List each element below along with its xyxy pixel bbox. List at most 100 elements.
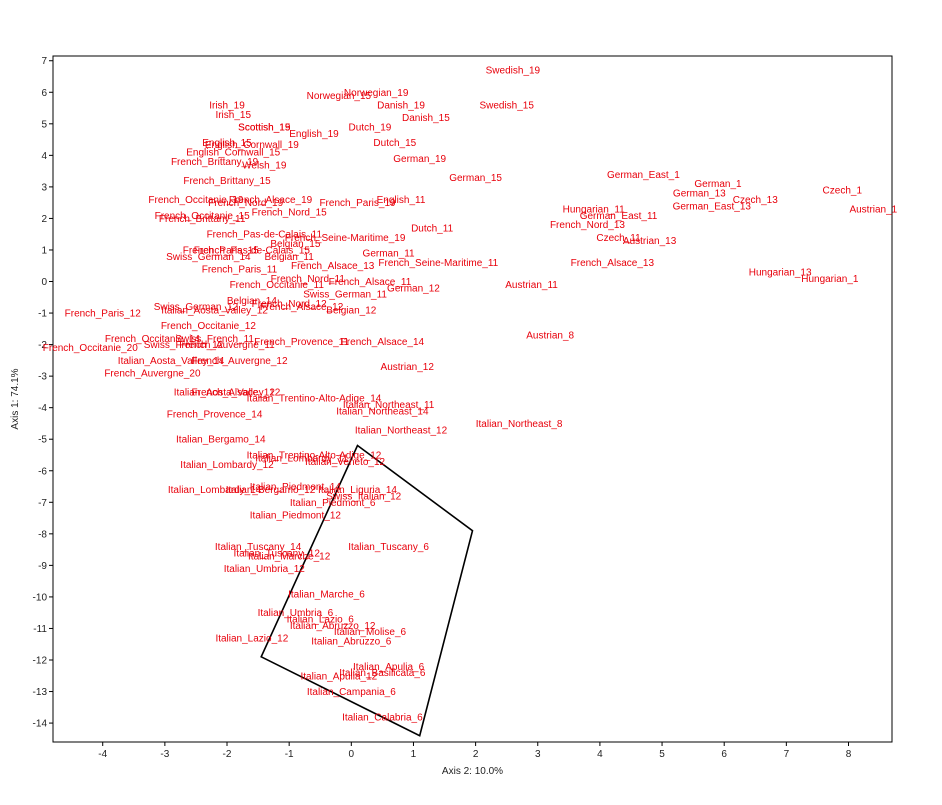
- x-tick-label: 0: [349, 749, 355, 760]
- point-label: Italian_Marche_12: [248, 551, 331, 562]
- point-label: Italian_Lombardy_11: [255, 454, 348, 465]
- point-label: Dutch_15: [373, 138, 416, 149]
- point-label: Swiss_Italian_12: [326, 491, 401, 502]
- point-label: French_Alsace_13: [571, 258, 655, 269]
- x-tick-label: 8: [846, 749, 852, 760]
- point-label: Italian_Tuscany_12: [234, 548, 321, 559]
- point-label: French_Provence_11: [254, 337, 349, 348]
- point-label: French_Alsace_12: [260, 302, 344, 313]
- point-label: Czech_11: [596, 233, 641, 244]
- point-label: Italian_Umbria_6: [258, 608, 334, 619]
- point-label: Dutch_11: [411, 223, 454, 234]
- point-label: Italian_Northeast_12: [355, 425, 448, 436]
- point-label: Italian_Bergamo_12: [226, 485, 316, 496]
- plot-frame: [52, 55, 893, 743]
- point-label: French_Nord_19: [208, 198, 283, 209]
- point-label: Belgian_14: [227, 296, 277, 307]
- point-label: Austrian_8: [526, 331, 574, 342]
- y-tick-label: -4: [38, 403, 47, 414]
- point-label: Italian_Apulia_12: [301, 671, 378, 682]
- point-label: English_15: [202, 138, 252, 149]
- point-label: Italian_Veneto_12: [305, 457, 386, 468]
- point-label: Danish_15: [402, 113, 450, 124]
- y-tick-label: -9: [38, 561, 47, 572]
- hull-polygon: [260, 444, 474, 737]
- y-axis-title: Axis 1: 74.1%: [10, 368, 21, 429]
- point-label: French_Paris_11: [202, 264, 278, 275]
- point-label: German_11: [363, 249, 416, 260]
- y-tick-label: 4: [41, 151, 47, 162]
- point-label: English_11: [377, 195, 426, 206]
- y-tick-label: 3: [41, 182, 47, 193]
- point-label: Swiss_German_12: [154, 302, 239, 313]
- point-label: French_Auvergne_12: [191, 356, 288, 367]
- point-label: Hungarian_1: [801, 274, 859, 285]
- y-tick-label: 5: [41, 119, 47, 130]
- point-label: Belgian_11: [265, 252, 315, 263]
- point-label: English_19: [289, 129, 339, 140]
- point-label: French_Provence_14: [167, 409, 263, 420]
- y-tick-label: 1: [41, 245, 47, 256]
- point-label: Italian_Tuscany_14: [215, 542, 302, 553]
- y-tick-label: -10: [33, 592, 48, 603]
- point-label: French_Alsace_12: [192, 387, 276, 398]
- point-label: Hungarian_13: [749, 268, 812, 279]
- point-label: German_13: [673, 189, 726, 200]
- point-label: French_Occitanie_11: [230, 280, 325, 291]
- point-label: Italian_Northeast_14: [336, 406, 429, 417]
- point-label: Swiss_French_11: [175, 334, 254, 345]
- y-tick-label: -13: [33, 687, 48, 698]
- point-label: German_East_11: [580, 211, 658, 222]
- point-label: French_Nord_11: [271, 274, 346, 285]
- point-label: French_Occitanie_12: [161, 321, 256, 332]
- x-tick-label: 5: [659, 749, 665, 760]
- point-label: Scottish_15: [238, 122, 291, 133]
- point-label: Italian_Molise_6: [334, 627, 407, 638]
- axes-layer: -4 -3 -2 -1 0 1 2 3 4 5 6 7 876543210-1-2-3-4-5-6-7-…: [33, 55, 893, 760]
- y-tick-label: -11: [33, 624, 47, 635]
- y-tick-label: -12: [33, 655, 48, 666]
- point-label: French_Paris_19: [319, 198, 396, 209]
- point-label: Italian_Lazio_6: [287, 614, 355, 625]
- y-tick-label: 0: [41, 277, 47, 288]
- point-label: French_Brittany_11: [159, 214, 246, 225]
- point-label: Italian_Abruzzo_12: [290, 621, 376, 632]
- point-label: Italian_Umbria_12: [224, 564, 306, 575]
- point-label: Swiss_German_11: [303, 290, 387, 301]
- point-label: French_Paris_12: [65, 309, 142, 320]
- point-label: Welsh_19: [242, 160, 287, 171]
- point-label: Swiss_German_14: [166, 252, 251, 263]
- point-label: Italian_Northeast_8: [476, 419, 563, 430]
- point-label: Czech_13: [733, 195, 778, 206]
- y-tick-label: 2: [41, 214, 47, 225]
- point-label: German_12: [387, 283, 440, 294]
- point-label: German_1: [694, 179, 742, 190]
- point-label: Irish_19: [209, 100, 245, 111]
- point-label: Italian_Marche_6: [288, 589, 365, 600]
- point-label: French_Occitanie_15: [155, 211, 250, 222]
- point-label: Italian_Basilicata_6: [339, 668, 426, 679]
- point-label: Italian_Trentino-Alto-Adige_14: [247, 394, 382, 405]
- point-label: French_Alsace_14: [341, 337, 425, 348]
- point-label: Norwegian_15: [307, 91, 372, 102]
- x-axis-title: Axis 2: 10.0%: [442, 766, 503, 777]
- point-label: Norwegian_19: [344, 88, 409, 99]
- y-tick-label: 6: [41, 88, 47, 99]
- polygon-layer: [260, 444, 474, 737]
- x-tick-label: -2: [223, 749, 232, 760]
- point-label: Hungarian_11: [563, 204, 626, 215]
- y-tick-label: -2: [38, 340, 47, 351]
- point-label: German_19: [393, 154, 446, 165]
- point-label: French_Pas-de-Calais_11: [207, 230, 323, 241]
- point-label: Swiss_French_12: [144, 340, 224, 351]
- point-label: Belgian_15: [270, 239, 320, 250]
- point-label: Italian_Liguria_14: [318, 485, 397, 496]
- x-tick-label: 6: [721, 749, 727, 760]
- y-tick-label: 7: [41, 56, 47, 67]
- point-label: Italian_Aosta_Valley_12: [174, 387, 281, 398]
- y-tick-label: -5: [38, 435, 47, 446]
- point-label: French_Seine-Maritime_11: [378, 258, 498, 269]
